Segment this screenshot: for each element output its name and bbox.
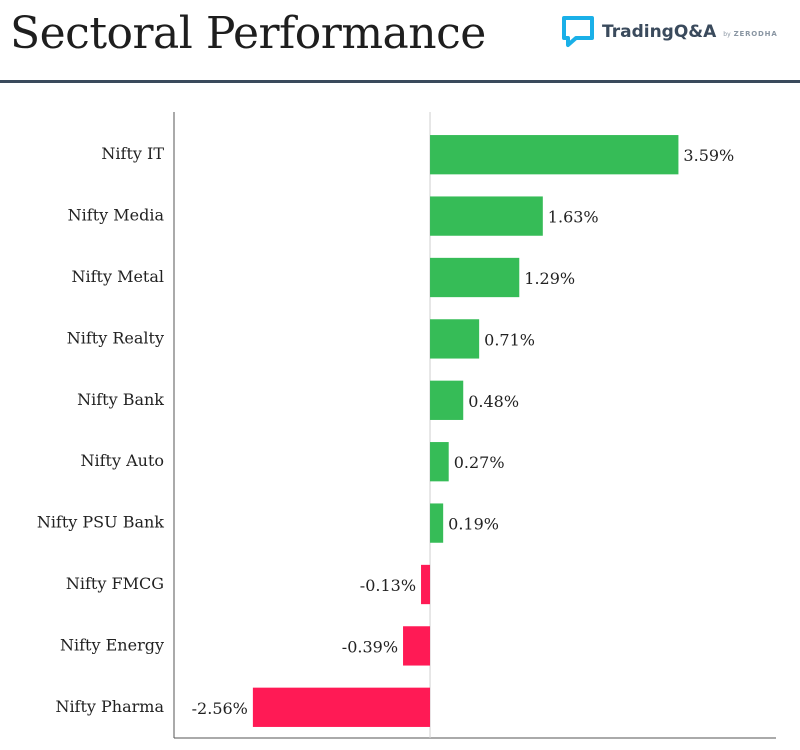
data-label: 1.29% (524, 269, 575, 288)
header-divider (0, 80, 800, 83)
brand-name: TradingQ&A (602, 22, 717, 42)
category-label: Nifty PSU Bank (37, 513, 164, 532)
bar (430, 380, 464, 420)
category-label: Nifty Bank (77, 390, 164, 409)
bar (430, 442, 449, 482)
bar (252, 687, 431, 727)
data-label: -0.39% (342, 637, 398, 656)
category-label: Nifty Auto (80, 451, 164, 470)
brand-parent: ZERODHA (733, 30, 778, 38)
data-label: 0.27% (454, 453, 505, 472)
category-label: Nifty Media (68, 206, 165, 225)
data-label: 1.63% (548, 208, 599, 227)
brand-by: by (723, 30, 731, 38)
data-label: -0.13% (360, 576, 416, 595)
bar (430, 319, 480, 359)
category-label: Nifty IT (101, 144, 164, 163)
data-label: -2.56% (192, 699, 248, 718)
bar (403, 626, 431, 666)
category-label: Nifty Pharma (55, 697, 164, 716)
bar (430, 135, 679, 175)
category-label: Nifty FMCG (66, 574, 164, 593)
data-label: 0.48% (468, 392, 519, 411)
category-label: Nifty Energy (60, 635, 164, 654)
category-label: Nifty Realty (67, 328, 164, 347)
data-label: 0.71% (484, 330, 535, 349)
data-label: 0.19% (448, 515, 499, 534)
bar (421, 564, 431, 605)
bar (430, 196, 543, 236)
bar (430, 503, 444, 543)
chat-bubble-icon (562, 16, 594, 47)
bar (430, 257, 520, 298)
brand-logo: TradingQ&A by ZERODHA (560, 14, 778, 50)
page-title: Sectoral Performance (10, 8, 486, 59)
data-label: 3.59% (683, 146, 734, 165)
category-label: Nifty Metal (71, 267, 164, 286)
